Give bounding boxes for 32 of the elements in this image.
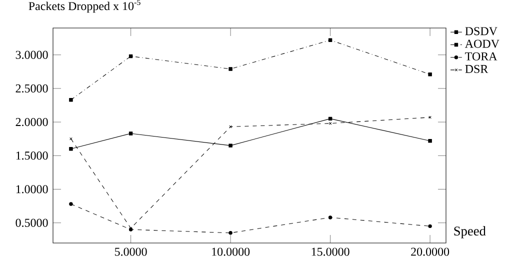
point bbox=[428, 72, 432, 76]
y-axis-title: Packets Dropped x 10$^{-5}$ bbox=[28, 0, 140, 13]
point bbox=[69, 147, 73, 151]
y-tick-label: 2.0000 bbox=[16, 118, 48, 126]
point bbox=[229, 125, 232, 128]
point bbox=[228, 144, 232, 148]
point bbox=[428, 224, 432, 228]
legend-label: DSR bbox=[465, 64, 488, 74]
point bbox=[328, 122, 332, 125]
x-tick-label: 20.0000 bbox=[411, 248, 450, 256]
y-tick-label: 3.0000 bbox=[16, 50, 48, 59]
point bbox=[328, 38, 332, 42]
y-tick-label: 1.0000 bbox=[16, 185, 48, 194]
legend-label: DSDV bbox=[465, 27, 498, 36]
point bbox=[69, 98, 73, 102]
legend-label: TORA bbox=[465, 52, 498, 60]
point bbox=[128, 132, 133, 136]
legend-label: AODV bbox=[464, 40, 500, 48]
y-tick-label: 2.5000 bbox=[16, 84, 48, 93]
point bbox=[428, 138, 432, 143]
point bbox=[228, 231, 232, 235]
point bbox=[70, 137, 72, 140]
y-tick-label: 1.5000 bbox=[16, 152, 48, 160]
x-tick-label: 5.0000 bbox=[115, 248, 147, 256]
point bbox=[228, 67, 232, 71]
x-tick-label: 10.0000 bbox=[212, 248, 250, 256]
y-tick-label: 0.5000 bbox=[16, 218, 48, 227]
point bbox=[428, 116, 432, 119]
point bbox=[69, 202, 73, 206]
point bbox=[328, 216, 332, 220]
x-axis-title: Speed bbox=[454, 226, 486, 238]
x-tick-label: 15.0000 bbox=[312, 248, 350, 256]
